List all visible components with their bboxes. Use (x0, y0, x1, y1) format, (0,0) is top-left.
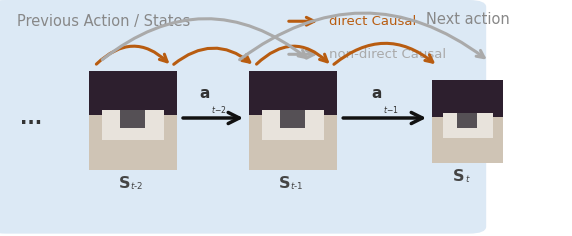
Text: $\mathbf{S}$: $\mathbf{S}$ (278, 175, 290, 191)
FancyBboxPatch shape (262, 110, 324, 140)
Text: non-direct Causal: non-direct Causal (329, 48, 446, 61)
FancyBboxPatch shape (102, 110, 164, 140)
FancyBboxPatch shape (432, 80, 503, 117)
Text: Next action: Next action (426, 12, 510, 27)
FancyBboxPatch shape (432, 117, 503, 163)
Text: $_{t\text{-}2}$: $_{t\text{-}2}$ (130, 179, 144, 192)
FancyBboxPatch shape (432, 80, 503, 163)
FancyBboxPatch shape (249, 71, 337, 170)
Text: $\mathbf{a}$: $\mathbf{a}$ (371, 86, 382, 101)
Text: $\mathbf{a}$: $\mathbf{a}$ (199, 86, 210, 101)
FancyBboxPatch shape (457, 113, 477, 128)
FancyBboxPatch shape (443, 113, 492, 138)
FancyBboxPatch shape (120, 110, 145, 128)
Text: ...: ... (21, 109, 42, 127)
Text: Previous Action / States: Previous Action / States (17, 14, 190, 29)
FancyBboxPatch shape (249, 71, 337, 115)
Text: $_{t\text{-}1}$: $_{t\text{-}1}$ (290, 179, 304, 192)
FancyBboxPatch shape (89, 71, 177, 115)
Text: $_{t\mathrm{-}2}$: $_{t\mathrm{-}2}$ (212, 105, 227, 118)
Text: $\mathbf{S}$: $\mathbf{S}$ (452, 168, 464, 184)
Text: $_{t\mathrm{-}1}$: $_{t\mathrm{-}1}$ (383, 105, 399, 118)
FancyBboxPatch shape (0, 0, 486, 234)
FancyBboxPatch shape (280, 110, 305, 128)
FancyBboxPatch shape (249, 115, 337, 170)
FancyBboxPatch shape (89, 71, 177, 170)
Text: $\mathbf{S}$: $\mathbf{S}$ (118, 175, 130, 191)
Text: $_{t}$: $_{t}$ (464, 172, 471, 185)
FancyBboxPatch shape (89, 115, 177, 170)
Text: direct Causal: direct Causal (329, 15, 416, 28)
